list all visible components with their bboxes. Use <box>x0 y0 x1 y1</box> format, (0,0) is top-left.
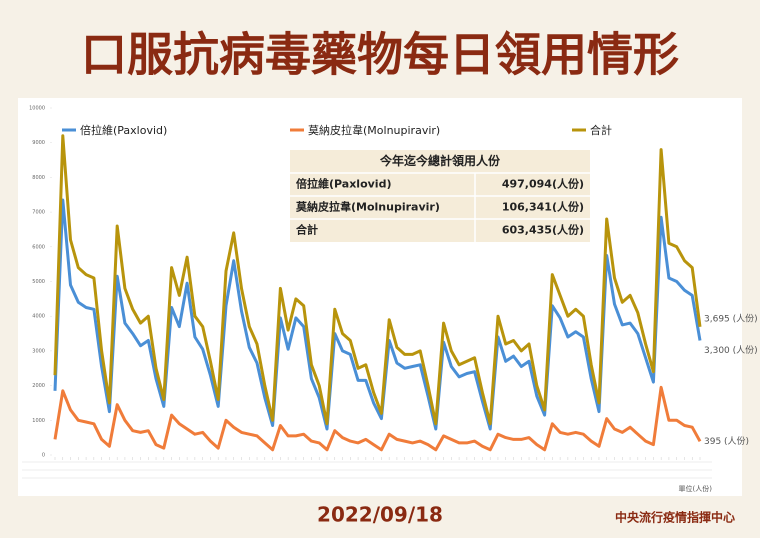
summary-name: 合計 <box>296 223 318 237</box>
summary-title: 今年迄今總計領用人份 <box>379 153 501 168</box>
y-tick-label: 0 <box>42 453 45 459</box>
series-line <box>53 134 702 426</box>
date: 2022/09/18 <box>317 503 443 527</box>
summary-name: 倍拉維(Paxlovid) <box>296 177 391 191</box>
summary-value: 603,435(人份) <box>502 223 584 237</box>
summary-value: 497,094(人份) <box>502 177 584 191</box>
y-tick-label: 8000 <box>32 175 45 181</box>
unit-label: 單位(人份) <box>679 484 713 493</box>
y-tick-label: 9000 <box>32 140 45 146</box>
y-tick-label: 2000 <box>32 383 45 389</box>
data-label: 3,695 (人份) <box>704 312 758 324</box>
summary-name: 莫納皮拉韋(Molnupiravir) <box>295 200 440 214</box>
y-tick-label: 4000 <box>32 314 45 320</box>
y-tick-label: 1000 <box>32 418 45 424</box>
summary-value: 106,341(人份) <box>502 200 584 214</box>
legend-label: 莫納皮拉韋(Molnupiravir) <box>308 123 440 137</box>
legend-label: 合計 <box>590 123 612 137</box>
y-tick-label: 3000 <box>32 348 45 354</box>
y-tick-label: 7000 <box>32 210 45 216</box>
y-tick-label: 6000 <box>32 244 45 250</box>
source: 中央流行疫情指揮中心 <box>615 510 735 525</box>
chart-title: 口服抗病毒藥物每日領用情形 <box>81 28 679 82</box>
legend-label: 倍拉維(Paxlovid) <box>80 123 167 137</box>
data-label: 3,300 (人份) <box>704 344 758 356</box>
y-tick-label: 5000 <box>32 279 45 285</box>
series-line <box>53 385 702 452</box>
data-label: 395 (人份) <box>704 435 749 447</box>
y-tick-label: 10000 <box>29 106 45 112</box>
series-line <box>53 198 702 431</box>
